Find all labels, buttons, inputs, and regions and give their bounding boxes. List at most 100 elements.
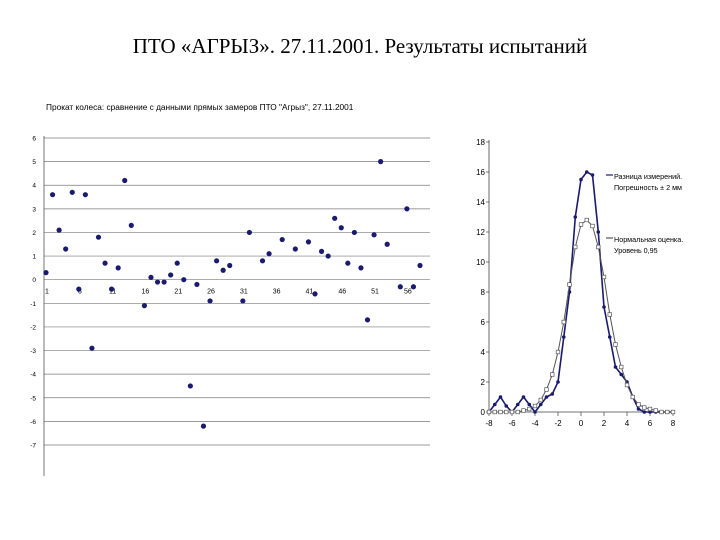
series-1-point bbox=[550, 392, 555, 396]
x-tick-label: 26 bbox=[207, 289, 215, 296]
x-tick-label: 56 bbox=[404, 289, 412, 296]
data-point bbox=[109, 286, 115, 292]
x-tick-label: 36 bbox=[273, 289, 281, 296]
data-point bbox=[213, 258, 220, 264]
data-point bbox=[181, 277, 187, 283]
data-point bbox=[345, 260, 351, 266]
data-point bbox=[404, 206, 410, 212]
data-point bbox=[56, 227, 62, 233]
data-point bbox=[43, 270, 49, 276]
series-2-point bbox=[670, 409, 676, 415]
series-2-point bbox=[636, 402, 641, 407]
data-point bbox=[259, 258, 266, 264]
data-point bbox=[194, 281, 200, 288]
series-2-point bbox=[555, 349, 561, 355]
series-2-point bbox=[544, 387, 549, 392]
series-2-point bbox=[590, 223, 595, 229]
y-tick-label: 12 bbox=[476, 228, 485, 237]
y-tick-label: 4 bbox=[32, 183, 36, 190]
data-point bbox=[200, 423, 207, 429]
data-point bbox=[69, 189, 75, 195]
x-tick-label: 4 bbox=[625, 419, 630, 428]
series-2-point bbox=[584, 217, 589, 223]
series-2-point bbox=[578, 222, 584, 227]
series-2-point bbox=[538, 397, 543, 403]
data-point bbox=[122, 177, 128, 184]
x-tick-label: 11 bbox=[109, 289, 116, 296]
data-point bbox=[410, 284, 417, 290]
y-tick-label: 0 bbox=[481, 408, 486, 417]
series-2-point bbox=[596, 244, 601, 250]
series-2-point bbox=[492, 409, 497, 415]
series-2-point bbox=[521, 408, 526, 413]
y-tick-label: 6 bbox=[481, 318, 486, 327]
chart-1-title: Прокат колеса: сравнение с данными прямы… bbox=[46, 102, 354, 112]
series-2-point bbox=[653, 408, 658, 413]
series-2-point bbox=[509, 409, 515, 415]
series-2-point bbox=[532, 403, 538, 409]
x-tick-label: 2 bbox=[602, 419, 607, 428]
series-1-point bbox=[602, 305, 606, 309]
y-tick-label: -5 bbox=[30, 395, 36, 402]
series-line-1 bbox=[488, 170, 673, 414]
data-point bbox=[312, 291, 318, 297]
data-point bbox=[417, 262, 423, 269]
series-1-point bbox=[521, 395, 526, 399]
data-point bbox=[318, 248, 325, 254]
series-1-point bbox=[504, 404, 509, 408]
data-point bbox=[397, 284, 403, 290]
data-point bbox=[371, 232, 377, 238]
series-1-point bbox=[498, 395, 503, 399]
series-2-point bbox=[573, 244, 578, 250]
data-point bbox=[102, 260, 108, 266]
series-2-point bbox=[642, 405, 647, 410]
x-tick-label: -4 bbox=[531, 419, 539, 428]
y-tick-label: 2 bbox=[32, 230, 36, 237]
data-point bbox=[76, 286, 82, 292]
y-tick-label: -1 bbox=[30, 301, 36, 308]
series-2-point bbox=[607, 312, 612, 317]
y-tick-label: 0 bbox=[32, 277, 36, 284]
legend-label-2: Нормальная оценка. Уровень 0,95 bbox=[614, 235, 683, 255]
data-point bbox=[227, 262, 233, 269]
x-tick-label: 31 bbox=[240, 289, 248, 296]
data-point bbox=[141, 303, 148, 309]
data-point bbox=[154, 279, 161, 285]
series-2-point bbox=[647, 406, 653, 412]
series-1-point bbox=[579, 177, 583, 182]
y-tick-label: 5 bbox=[32, 159, 36, 166]
y-tick-label: -4 bbox=[30, 372, 36, 379]
series-2-point bbox=[613, 342, 618, 347]
series-2-point bbox=[659, 409, 664, 415]
x-tick-label: 0 bbox=[579, 419, 584, 428]
series-1-point bbox=[619, 372, 624, 377]
data-point bbox=[174, 260, 180, 266]
x-tick-label: -6 bbox=[508, 419, 516, 428]
series-2-point bbox=[550, 372, 555, 377]
data-point bbox=[207, 298, 213, 304]
data-point bbox=[220, 267, 226, 273]
data-point bbox=[266, 251, 272, 257]
distribution-chart: 0 2 4 6 8 10 12 14 16 18 -8 -6 -4 -2 0 2 4 6 8 Разница изме… bbox=[476, 138, 683, 428]
data-point bbox=[279, 236, 285, 243]
data-point bbox=[338, 225, 344, 231]
series-2-point bbox=[619, 364, 624, 370]
series-2-point bbox=[561, 319, 566, 325]
y-tick-label: -2 bbox=[30, 324, 36, 331]
data-point bbox=[378, 159, 384, 165]
series-2-point bbox=[527, 406, 532, 412]
series-2-point bbox=[504, 409, 509, 415]
y-tick-label: 3 bbox=[32, 206, 36, 213]
y-tick-label: 16 bbox=[476, 168, 485, 177]
data-point bbox=[305, 239, 312, 245]
series-1-point bbox=[538, 402, 543, 407]
data-point bbox=[358, 265, 364, 271]
data-point bbox=[89, 345, 95, 351]
y-tick-label: -7 bbox=[30, 443, 36, 450]
x-tick-label: 1 bbox=[45, 289, 49, 296]
y-tick-label: 8 bbox=[481, 288, 486, 297]
series-1-point bbox=[573, 215, 578, 219]
x-tick-label: 21 bbox=[174, 289, 182, 296]
data-point bbox=[115, 265, 121, 271]
